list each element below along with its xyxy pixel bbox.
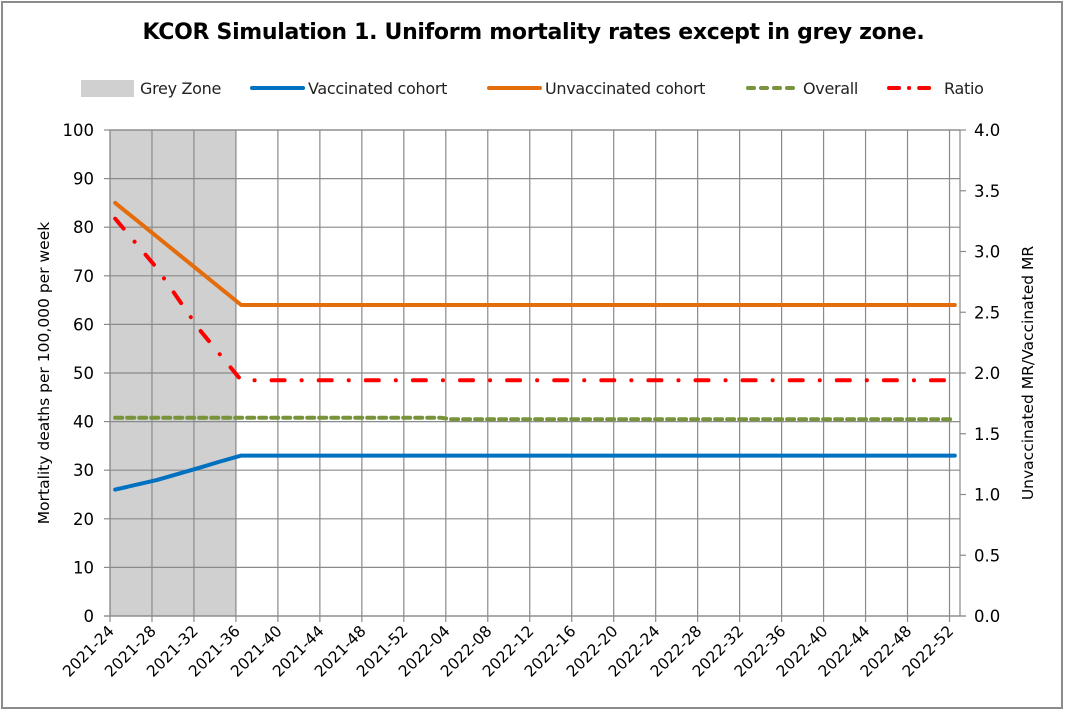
y-tick-label: 90: [73, 170, 94, 189]
legend-label: Ratio: [944, 78, 984, 98]
legend-swatch-grey-zone: [81, 79, 134, 97]
legend: Grey Zone Vaccinated cohort Unvaccinated…: [0, 77, 1067, 99]
series-line-overall: [113, 415, 957, 422]
legend-swatch-vaccinated: [250, 86, 305, 90]
legend-item-overall: Overall: [745, 77, 858, 99]
legend-label: Vaccinated cohort: [308, 78, 448, 98]
legend-label: Unvaccinated cohort: [545, 78, 706, 98]
y-tick-label: 10: [73, 558, 94, 577]
y2-axis-title: Unvaccinated MR/Vaccinated MR: [1019, 246, 1037, 501]
legend-swatch-ratio: [887, 86, 941, 90]
y2-tick-label: 0.0: [974, 607, 1000, 626]
y2-tick-label: 0.5: [974, 546, 1000, 565]
y2-tick-label: 2.5: [974, 303, 1000, 322]
series-line-vaccinated-cohort: [113, 453, 957, 492]
legend-item-grey-zone: Grey Zone: [81, 77, 221, 99]
legend-label: Grey Zone: [140, 78, 222, 98]
chart-title: KCOR Simulation 1. Uniform mortality rat…: [142, 20, 925, 45]
legend-label: Overall: [803, 78, 859, 98]
series-layer: [113, 200, 957, 492]
y-tick-label: 100: [63, 121, 95, 140]
y-tick-label: 50: [73, 364, 94, 383]
y-tick-label: 0: [84, 607, 95, 626]
y2-tick-label: 1.5: [974, 425, 1000, 444]
y-tick-label: 70: [73, 267, 94, 286]
y-axis-title: Mortality deaths per 100,000 per week: [35, 222, 53, 524]
y2-tick-label: 2.0: [974, 364, 1000, 383]
y-tick-label: 20: [73, 510, 94, 529]
legend-item-ratio: Ratio: [886, 77, 984, 99]
y-tick-label: 60: [73, 315, 94, 334]
legend-swatch-unvaccinated: [487, 86, 542, 90]
y-tick-label: 40: [73, 413, 94, 432]
series-line-unvaccinated-cohort: [113, 200, 957, 307]
legend-item-vaccinated: Vaccinated cohort: [250, 77, 447, 99]
y2-tick-label: 3.0: [974, 243, 1000, 262]
axes: [104, 129, 966, 622]
y-tick-label: 80: [73, 218, 94, 237]
legend-item-unvaccinated: Unvaccinated cohort: [487, 77, 705, 99]
legend-swatch-overall: [746, 86, 800, 90]
y2-tick-label: 1.0: [974, 486, 1000, 505]
y2-tick-label: 4.0: [974, 121, 1000, 140]
y-tick-label: 30: [73, 461, 94, 480]
y2-tick-label: 3.5: [974, 182, 1000, 201]
